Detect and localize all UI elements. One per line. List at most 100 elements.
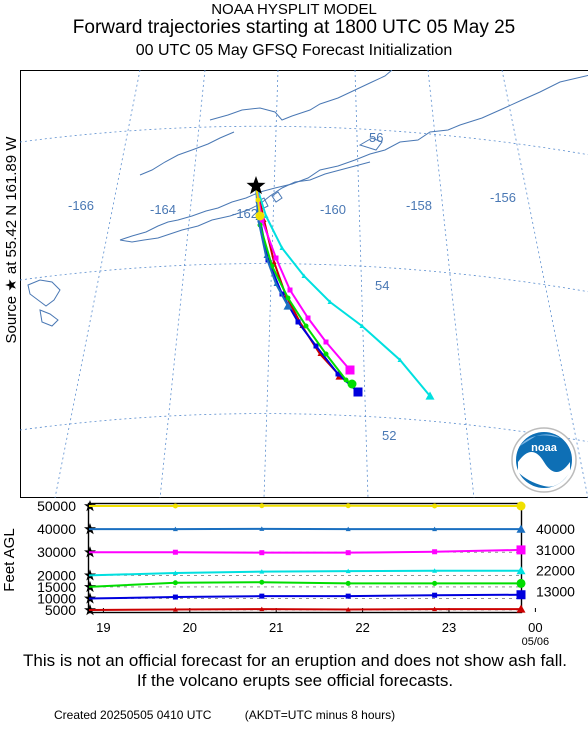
trajectory-marker-5000 — [317, 351, 323, 356]
height-series-point — [516, 545, 526, 555]
trajectory-marker-20000 — [263, 213, 269, 218]
initialization-subtitle: 00 UTC 05 May GFSQ Forecast Initializati… — [135, 42, 453, 59]
map-coordinate-labels: -166 -164 -162 -160 -158 -156 56 54 52 — [68, 130, 516, 443]
height-series-line — [88, 569, 521, 577]
trajectory-marker-15000 — [323, 351, 329, 357]
height-series-point — [516, 524, 526, 533]
graticule-lat-56 — [20, 125, 588, 156]
source-location-text: Source ★ at 55.42 N 161.89 W — [3, 136, 20, 344]
source-star-icon — [246, 176, 266, 195]
trajectory-marker-20000 — [301, 273, 307, 278]
lat-label-56: 56 — [369, 130, 383, 145]
trajectory-marker-10000 — [353, 387, 363, 397]
height-series-point — [172, 570, 178, 576]
noaa-logo: noaa — [511, 427, 577, 493]
trajectory-map: -166 -164 -162 -160 -158 -156 56 54 52 n… — [20, 70, 588, 498]
height-series-point — [259, 579, 265, 585]
height-series-point — [432, 526, 438, 532]
height-series-point — [259, 550, 265, 556]
time-tick-label: 21 — [269, 620, 283, 635]
graticule-lat-54 — [20, 263, 588, 293]
timezone-note: (AKDT=UTC minus 8 hours) — [244, 708, 396, 722]
height-series-point — [432, 580, 438, 586]
trajectory-marker-30000 — [273, 255, 279, 261]
height-series-point — [516, 578, 526, 588]
height-series-point — [432, 568, 438, 573]
graticule-lon-162 — [263, 70, 279, 498]
height-series-point — [432, 503, 438, 509]
height-left-tick-label: 5000 — [45, 602, 76, 618]
time-date-label: 05/06 — [522, 636, 550, 648]
alaska-coastline — [27, 70, 588, 327]
trajectory-marker-10000 — [335, 371, 341, 377]
height-series-point — [345, 503, 351, 509]
height-right-tick-label: 40000 — [536, 521, 575, 537]
lon-label-160: -160 — [320, 202, 346, 217]
trajectory-marker-50000 — [255, 197, 261, 203]
height-series-point — [259, 606, 265, 612]
trajectory-marker-15000 — [285, 295, 291, 301]
trajectory-marker-30000 — [345, 365, 355, 375]
height-left-tick-label: 15000 — [37, 579, 76, 595]
height-series-point — [172, 594, 178, 600]
height-left-tick-label: 50000 — [37, 498, 76, 514]
lon-label-162: -162 — [232, 206, 258, 221]
trajectory-marker-30000 — [305, 315, 311, 321]
height-series-point — [432, 592, 438, 598]
height-series-point — [345, 593, 351, 599]
trajectory-marker-40000 — [273, 281, 279, 286]
graticule-lon-158 — [427, 70, 475, 498]
lat-label-52: 52 — [382, 428, 396, 443]
height-right-axis: 40000 31000 22000 13000 — [536, 521, 575, 599]
height-series-point — [516, 604, 526, 613]
trajectory-marker-40000 — [283, 301, 293, 310]
trajectory-paths — [255, 183, 435, 400]
height-series-line — [89, 548, 522, 554]
height-series-line — [88, 581, 521, 588]
height-series-point — [172, 549, 178, 555]
height-series-point — [432, 549, 438, 555]
height-series-point — [345, 607, 351, 612]
graticule-lat-52 — [20, 413, 588, 443]
height-series-point — [516, 590, 526, 600]
time-tick-label: 00 — [528, 620, 542, 635]
trajectory-marker-20000 — [425, 391, 435, 400]
height-series-point — [259, 593, 265, 599]
trajectory-marker-5000 — [271, 259, 277, 264]
trajectory-marker-15000 — [303, 323, 309, 329]
trajectory-marker-20000 — [279, 245, 285, 250]
trajectory-marker-30000 — [287, 287, 293, 293]
disclaimer-text: This is not an official forecast for an … — [23, 651, 567, 690]
trajectory-line-20000 — [255, 183, 431, 397]
lon-label-156: -156 — [490, 190, 516, 205]
height-series-point — [432, 606, 438, 612]
height-series-point — [172, 607, 178, 612]
height-series-point — [259, 569, 265, 574]
time-tick-label: 19 — [96, 620, 110, 635]
height-series-point — [345, 550, 351, 556]
trajectory-marker-20000 — [359, 323, 365, 328]
trajectory-marker-20000 — [397, 357, 403, 362]
height-series-point — [172, 580, 178, 586]
model-title: NOAA HYSPLIT MODEL — [211, 1, 377, 18]
height-series-point — [516, 501, 526, 511]
time-tick-label: 20 — [183, 620, 197, 635]
height-left-tick-label: 10000 — [37, 590, 76, 606]
height-series-point — [516, 566, 526, 575]
graticule-lon-164 — [159, 70, 206, 498]
trajectory-marker-20000 — [327, 299, 333, 304]
height-right-tick-label: 31000 — [536, 542, 575, 558]
trajectory-marker-10000 — [295, 319, 301, 325]
lon-label-166: -166 — [68, 198, 94, 213]
height-right-tick-label: 22000 — [536, 563, 575, 579]
height-left-tick-label: 30000 — [37, 544, 76, 560]
map-graticule — [20, 70, 588, 498]
height-series-point — [172, 503, 178, 509]
height-series-point — [345, 526, 351, 532]
height-series-line — [88, 608, 521, 611]
time-tick-label: 22 — [355, 620, 369, 635]
trajectory-line-15000 — [255, 183, 353, 385]
